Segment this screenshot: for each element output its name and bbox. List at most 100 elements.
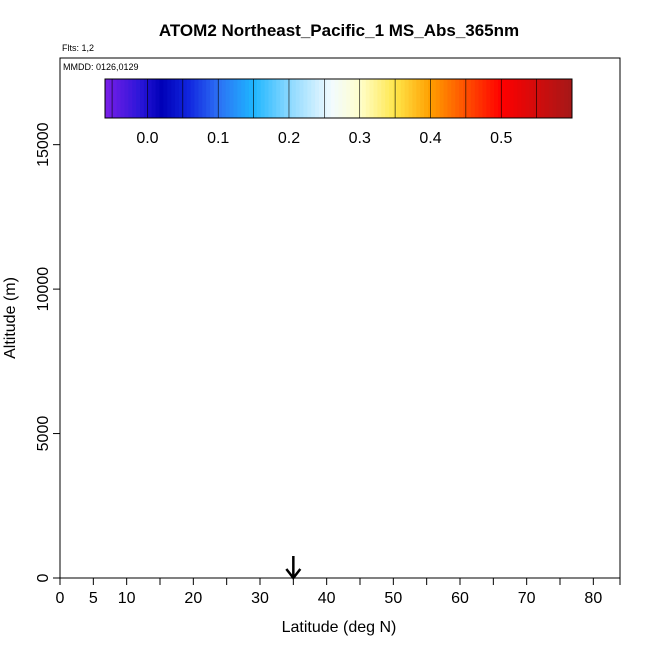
colorbar-swatch-112 [540,79,546,118]
colorbar-swatch-63 [350,79,355,118]
y-axis-label: Altitude (m) [2,277,19,359]
colorbar-swatch-89 [451,79,456,118]
colorbar-swatch-11 [147,79,153,118]
colorbar-tick-label: 0.5 [490,130,512,147]
colorbar-swatch-28 [213,79,219,118]
colorbar-swatch-12 [151,79,157,118]
colorbar-swatch-15 [163,79,168,118]
sample-point-10 [184,237,189,243]
colorbar-swatch-5 [124,79,129,118]
x-axis-label: Latitude (deg N) [282,619,397,636]
colorbar-swatch-48 [291,79,297,118]
sample-points [63,211,519,566]
colorbar-swatch-80 [416,79,421,118]
colorbar-swatch-53 [311,79,316,118]
colorbar-swatch-81 [420,79,425,118]
colorbar-swatch-47 [287,79,293,118]
colorbar: 0.0 0.1 0.2 0.3 0.4 0.5 [104,78,573,147]
colorbar-swatch-49 [295,79,301,118]
y-tick-label: 10000 [35,267,52,312]
colorbar-swatch-32 [229,79,234,118]
colorbar-swatch-59 [334,79,339,118]
colorbar-swatch-58 [330,79,336,118]
colorbar-swatch-37 [248,79,254,118]
x-tick-label: 50 [384,590,402,607]
sample-point-12 [244,211,249,217]
colorbar-swatch-113 [544,79,550,118]
colorbar-swatch-54 [315,79,320,118]
colorbar-swatch-23 [194,79,199,118]
colorbar-swatch-18 [175,79,180,118]
colorbar-swatch-13 [155,79,160,118]
colorbar-swatch-2 [112,79,118,118]
colorbar-swatch-90 [455,79,460,118]
colorbar-swatch-69 [373,79,378,118]
colorbar-swatch-79 [412,79,417,118]
colorbar-swatch-1 [108,79,114,118]
colorbar-swatch-116 [556,79,561,118]
colorbar-swatch-86 [439,79,445,118]
colorbar-swatch-93 [466,79,472,118]
colorbar-swatch-103 [505,79,511,118]
sample-point-2 [151,551,156,556]
colorbar-swatch-61 [342,79,347,118]
colorbar-swatch-19 [178,79,184,118]
colorbar-swatch-106 [517,79,522,118]
colorbar-swatch-104 [509,79,515,118]
colorbar-swatch-96 [478,79,483,118]
colorbar-tick-label: 0.1 [207,130,229,147]
colorbar-swatch-91 [459,79,464,118]
colorbar-swatch-6 [128,79,133,118]
x-tick-label: 80 [584,590,602,607]
colorbar-swatch-24 [198,79,203,118]
x-tick-label: 20 [184,590,202,607]
colorbar-swatch-92 [463,79,468,118]
y-tick-label: 0 [35,573,52,582]
colorbar-swatch-107 [521,79,526,118]
colorbar-swatch-4 [120,79,125,118]
x-tick-label: 10 [118,590,136,607]
colorbar-frame [104,78,573,119]
sample-point-18 [354,309,359,315]
colorbar-swatch-10 [143,79,149,118]
colorbar-swatch-72 [385,79,390,118]
colorbar-swatch-82 [424,79,429,118]
sample-point-9 [137,234,143,240]
sample-point-21 [404,367,409,373]
flights-label: Flts: 1,2 [62,43,94,53]
colorbar-swatch-85 [435,79,441,118]
colorbar-swatch-36 [245,79,250,118]
x-tick-label: 5 [89,590,98,607]
colorbar-swatch-20 [182,79,188,118]
colorbar-swatch-117 [560,79,565,118]
sample-point-6 [77,266,83,272]
sample-point-22 [514,532,519,537]
colorbar-swatch-39 [256,79,262,118]
colorbar-swatch-57 [326,79,332,118]
sample-point-16 [311,333,316,338]
sample-point-7 [76,249,81,254]
colorbar-swatch-0 [105,79,110,118]
x-tick-label: 60 [451,590,469,607]
colorbar-swatch-7 [132,79,137,118]
x-tick-label: 40 [318,590,336,607]
colorbar-swatch-88 [447,79,452,118]
sample-point-20 [391,350,396,355]
sample-point-17 [337,321,343,327]
sample-point-4 [325,561,331,566]
colorbar-swatch-51 [303,79,308,118]
colorbar-swatch-43 [272,79,277,118]
x-tick-label: 0 [56,590,65,607]
colorbar-swatch-105 [513,79,519,118]
colorbar-swatch-30 [221,79,227,118]
x-tick-label: 30 [251,590,269,607]
colorbar-swatch-17 [171,79,176,118]
colorbar-swatch-101 [498,79,503,118]
colorbar-swatch-70 [377,79,382,118]
colorbar-swatch-31 [225,79,231,118]
colorbar-tick-label: 0.4 [419,130,441,147]
colorbar-swatch-60 [338,79,343,118]
colorbar-swatch-35 [241,79,246,118]
colorbar-swatch-9 [140,79,145,118]
